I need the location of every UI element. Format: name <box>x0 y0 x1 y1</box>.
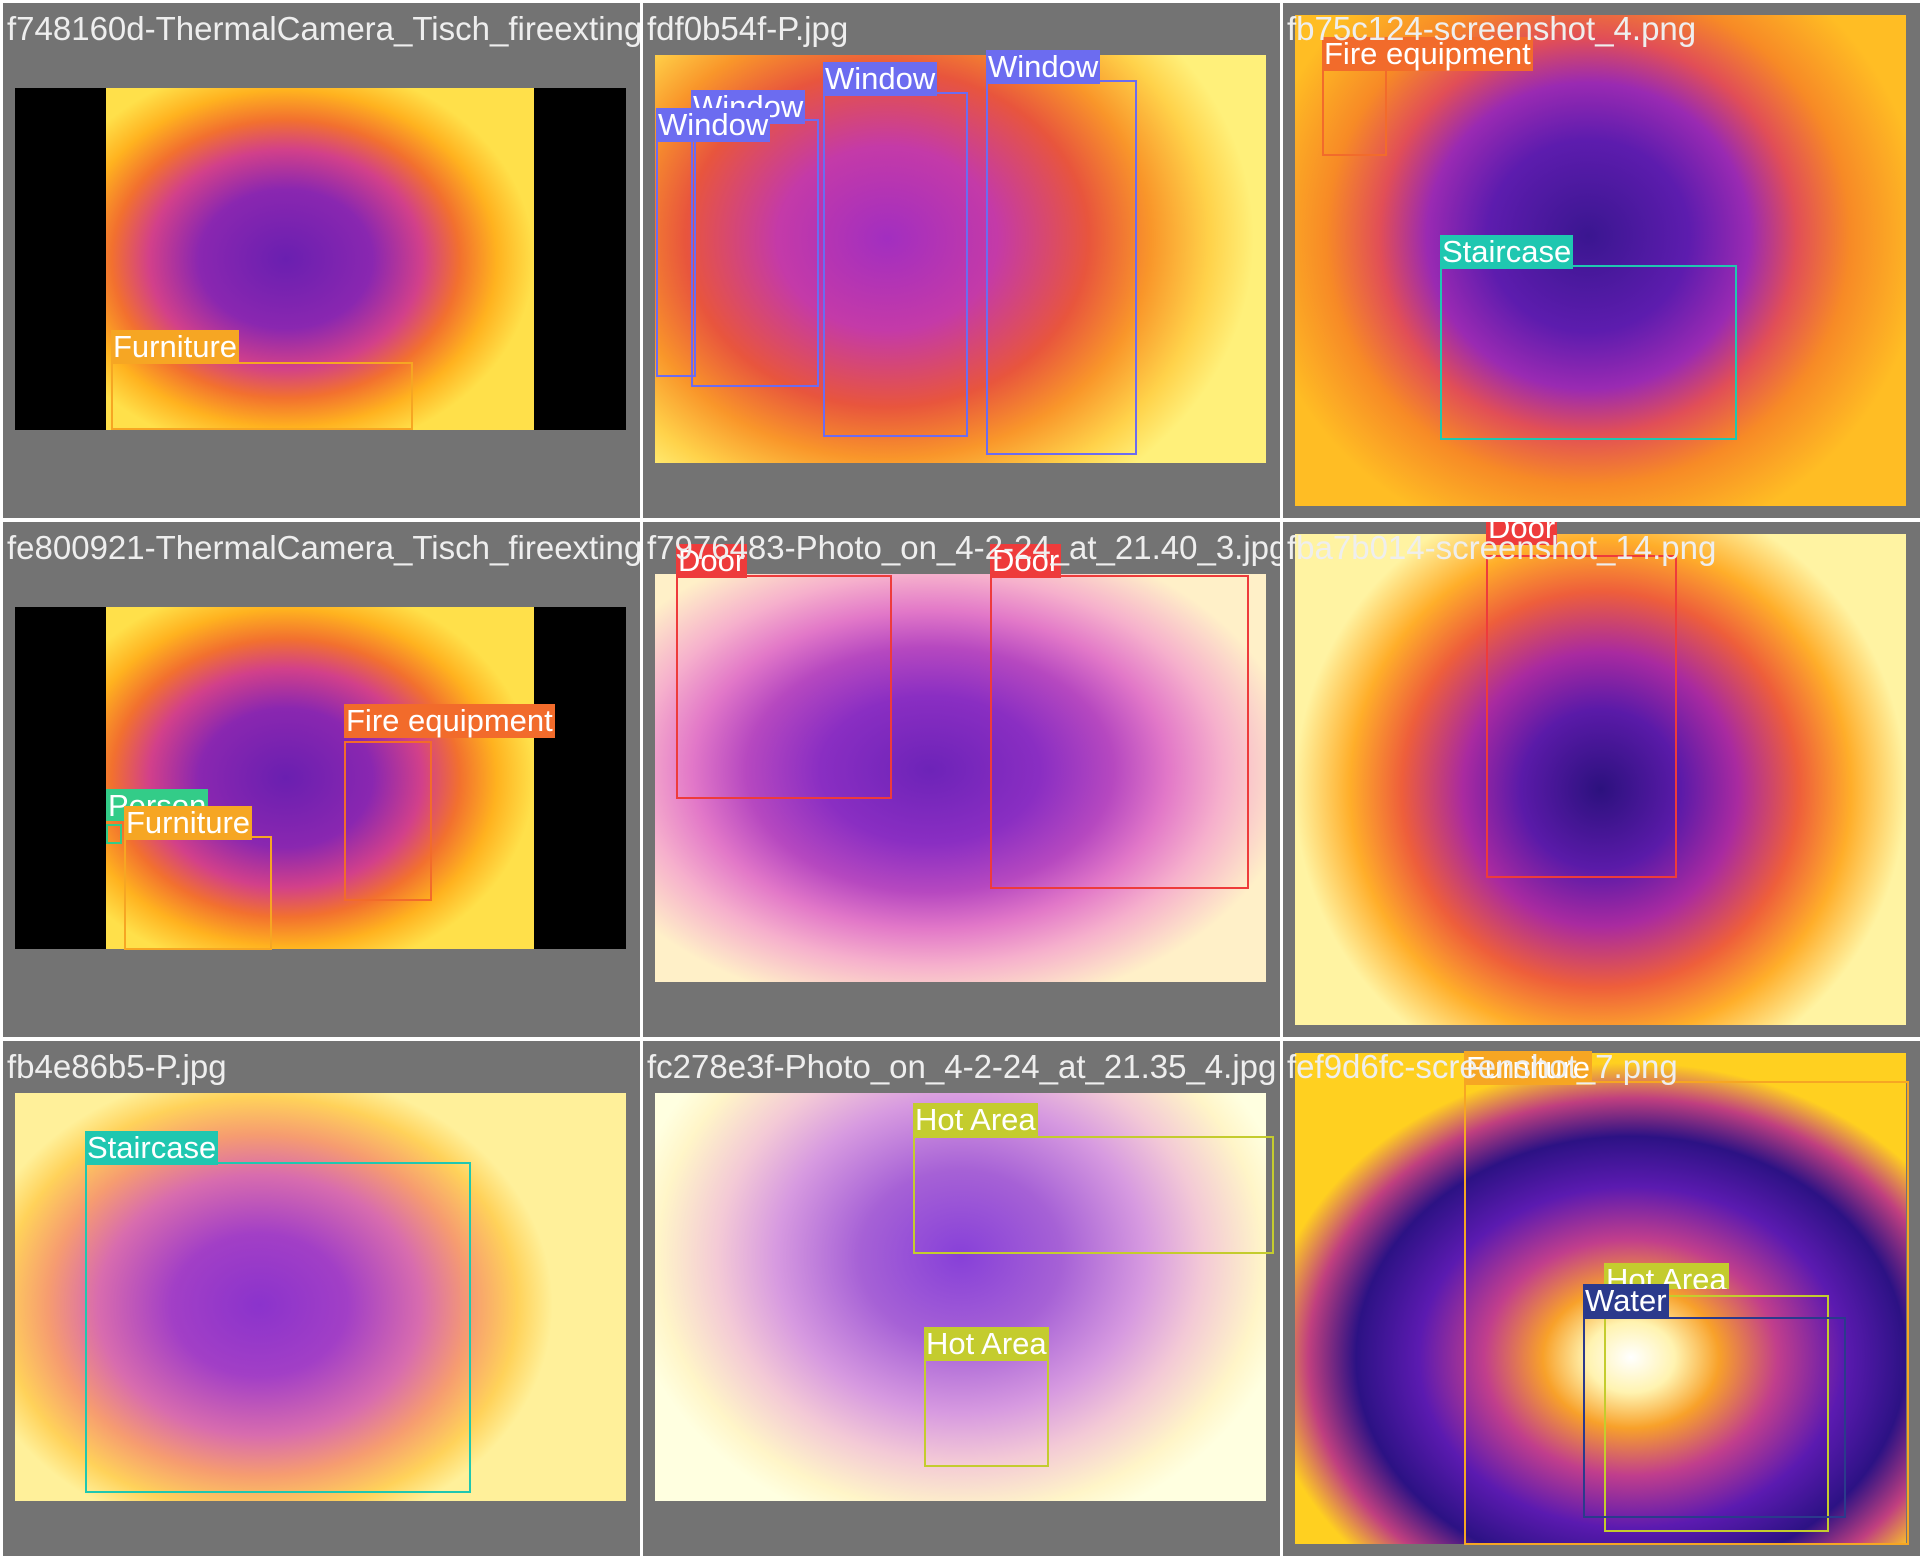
detection-box-fire-equipment <box>1322 69 1387 156</box>
detection-label: Fire equipment <box>344 703 555 738</box>
thermal-image <box>655 574 1266 982</box>
detection-box-hot-area <box>913 1136 1274 1254</box>
detection-label: Water <box>1583 1283 1669 1318</box>
tile-filename: fb75c124-screenshot_4.png <box>1287 10 1697 47</box>
detection-box-window <box>986 80 1137 455</box>
detection-box-hot-area <box>924 1359 1049 1467</box>
thermal-image <box>1295 534 1906 1025</box>
detection-label: Window <box>986 49 1101 84</box>
detection-label: Staircase <box>1440 234 1574 269</box>
detection-box-person <box>106 824 122 844</box>
detection-box-window <box>656 139 696 377</box>
thermal-image <box>15 607 626 949</box>
detection-label: Door <box>1486 522 1558 545</box>
detection-label: Furniture <box>1464 1050 1593 1085</box>
tile-2: fdf0b54f-P.jpg Window Window Window Wind… <box>643 3 1280 518</box>
tile-filename: f748160d-ThermalCamera_Tisch_fireexting <box>7 10 640 47</box>
detection-box-furniture <box>1464 1081 1909 1545</box>
tile-3: fb75c124-screenshot_4.png Fire equipment… <box>1283 3 1920 518</box>
tile-6: fba7b014-screenshot_14.png Door <box>1283 522 1920 1037</box>
tile-filename: fe800921-ThermalCamera_Tisch_fireexting <box>7 529 640 566</box>
detection-label: Furniture <box>124 805 253 840</box>
detection-box-hot-area <box>1604 1295 1829 1532</box>
tile-1: f748160d-ThermalCamera_Tisch_fireexting … <box>3 3 640 518</box>
detection-label: Fire equipment <box>1322 36 1533 71</box>
tile-filename: fdf0b54f-P.jpg <box>647 10 849 47</box>
tile-filename: fba7b014-screenshot_14.png <box>1287 529 1717 566</box>
detection-box-window <box>823 92 968 437</box>
detection-label: Window <box>656 107 771 142</box>
tile-5: f7976483-Photo_on_4-2-24_at_21.40_3.jpg … <box>643 522 1280 1037</box>
detection-box-door <box>990 575 1249 889</box>
detection-box-water <box>1583 1317 1846 1518</box>
tile-filename: fef9d6fc-screenshot_7.png <box>1287 1048 1678 1085</box>
detection-box-door <box>1486 555 1677 878</box>
detection-label: Door <box>990 543 1062 578</box>
thermal-image <box>15 88 626 430</box>
tile-filename: fb4e86b5-P.jpg <box>7 1048 227 1085</box>
tile-7: fb4e86b5-P.jpg Staircase <box>3 1041 640 1556</box>
detection-box-staircase <box>1440 265 1737 440</box>
tile-9: fef9d6fc-screenshot_7.png Furniture Hot … <box>1283 1041 1920 1556</box>
detection-label: Hot Area <box>913 1102 1038 1137</box>
detection-label: Hot Area <box>924 1326 1049 1361</box>
detection-label: Door <box>676 543 748 578</box>
thermal-image <box>655 1093 1266 1501</box>
tile-8: fc278e3f-Photo_on_4-2-24_at_21.35_4.jpg … <box>643 1041 1280 1556</box>
tile-4: fe800921-ThermalCamera_Tisch_fireexting … <box>3 522 640 1037</box>
detection-label: Furniture <box>111 329 240 364</box>
tile-filename: fc278e3f-Photo_on_4-2-24_at_21.35_4.jpg <box>647 1048 1277 1085</box>
detection-label: Window <box>823 61 938 96</box>
tile-filename: f7976483-Photo_on_4-2-24_at_21.40_3.jpg <box>647 529 1280 566</box>
detection-box-furniture <box>111 362 413 430</box>
detection-box-staircase <box>85 1162 471 1493</box>
detection-box-fire-equipment <box>344 741 432 901</box>
detection-label: Staircase <box>85 1130 219 1165</box>
detection-box-door <box>676 575 892 799</box>
detection-box-furniture <box>124 836 272 950</box>
detection-box-window <box>691 119 819 387</box>
thermal-image <box>1295 15 1906 506</box>
